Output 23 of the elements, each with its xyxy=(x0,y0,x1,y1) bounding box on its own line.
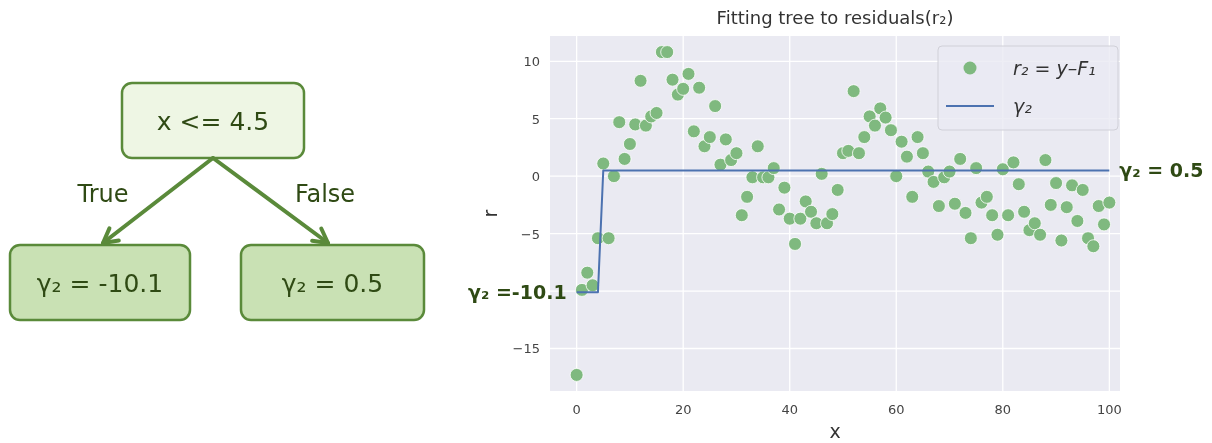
x-tick-label: 80 xyxy=(994,402,1012,417)
y-tick-label: 5 xyxy=(531,111,540,127)
y-tick-label: −5 xyxy=(520,226,540,242)
y-tick-label: 10 xyxy=(523,54,540,70)
text: False xyxy=(294,180,356,208)
text: True xyxy=(76,180,129,208)
text: x <= 4.5 xyxy=(156,106,270,136)
y-tick-label: 0 xyxy=(531,169,540,185)
text: γ₂ = -10.1 xyxy=(36,268,164,298)
annotation: γ₂ = 0.5 xyxy=(1119,159,1204,182)
x-tick-label: 100 xyxy=(1096,402,1122,417)
x-tick-label: 20 xyxy=(674,402,692,417)
chart-title: Fitting tree to residuals(r₂) xyxy=(716,7,954,28)
legend-label: r₂ = y–F₁ xyxy=(1013,57,1096,79)
x-tick-label: 40 xyxy=(781,402,798,417)
y-tick-label: −15 xyxy=(512,341,540,357)
annotation: γ₂ =-10.1 xyxy=(468,281,567,304)
x-axis-title: x xyxy=(829,420,841,442)
x-tick-label: 60 xyxy=(887,402,905,417)
legend-label: γ₂ xyxy=(1013,95,1033,117)
text: γ₂ = 0.5 xyxy=(281,268,384,298)
y-axis-title: r xyxy=(479,209,501,218)
x-tick-label: 0 xyxy=(572,402,581,417)
